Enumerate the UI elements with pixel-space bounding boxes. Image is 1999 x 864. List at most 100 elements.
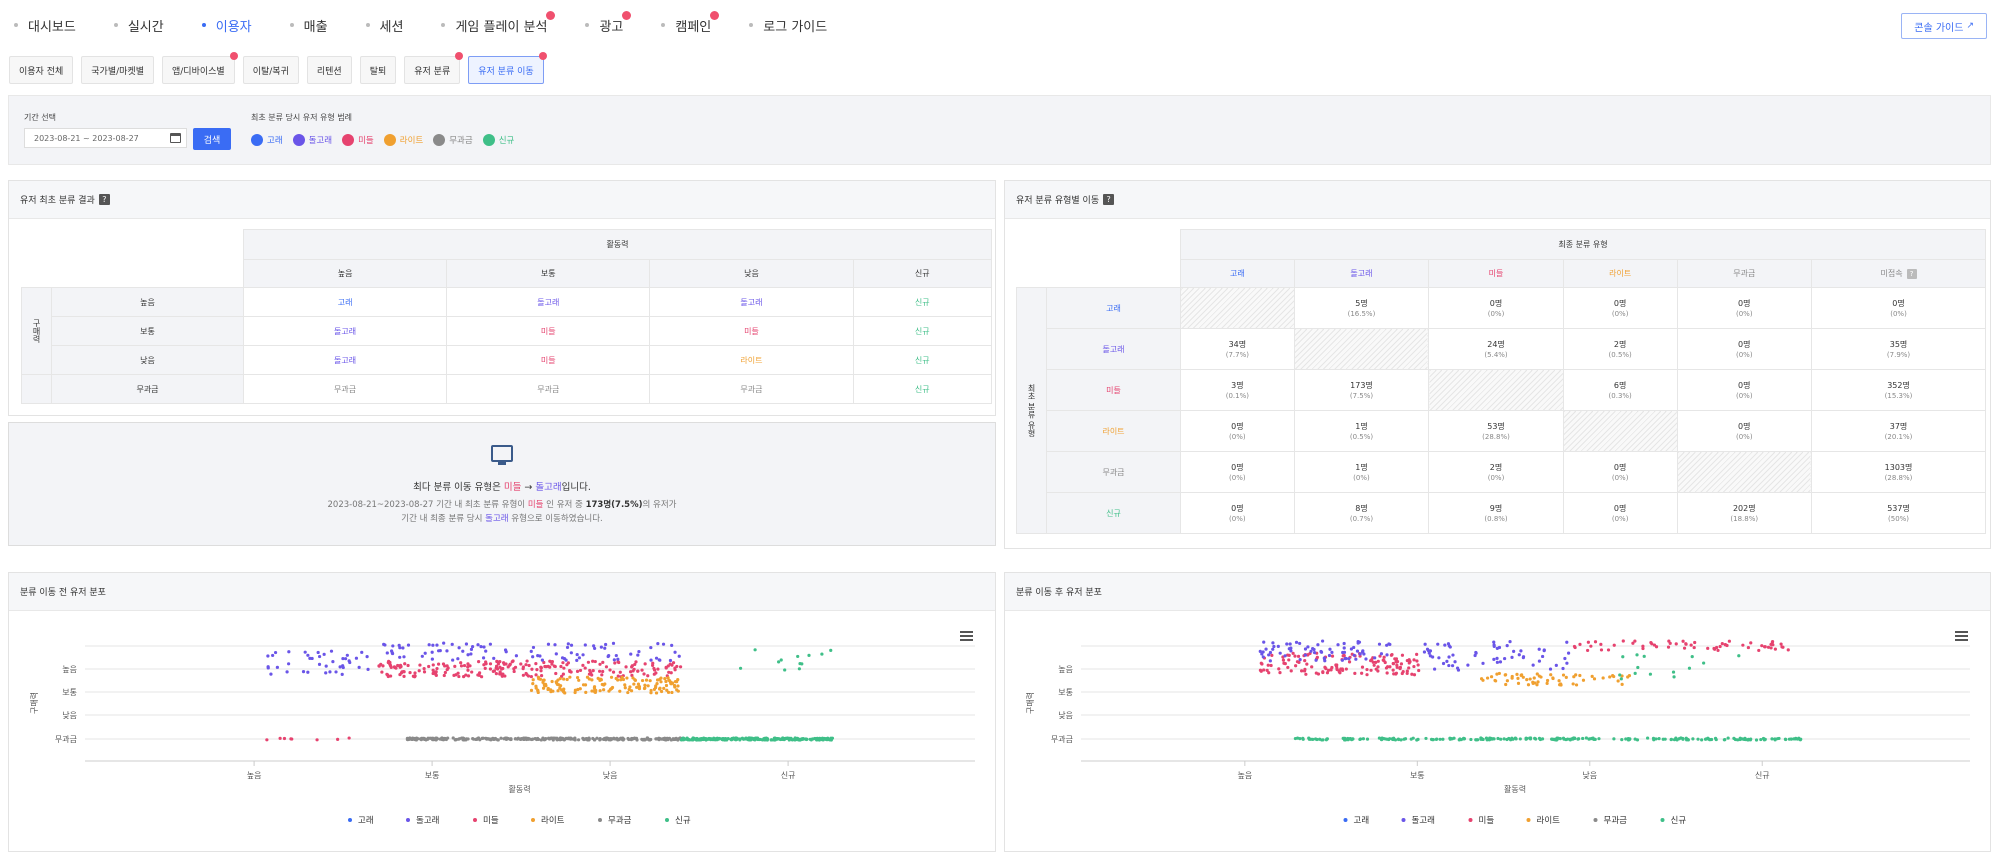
scatter-point bbox=[1262, 668, 1266, 672]
chart-menu-icon[interactable] bbox=[960, 631, 973, 641]
scatter-point bbox=[562, 666, 566, 670]
legend-label[interactable]: 돌고래 bbox=[416, 816, 439, 826]
row-header: 라이트 bbox=[1046, 410, 1181, 452]
legend-label[interactable]: 신규 bbox=[675, 816, 691, 826]
scatter-point bbox=[1561, 736, 1566, 740]
scatter-point bbox=[1353, 671, 1357, 676]
scatter-point bbox=[437, 649, 441, 653]
subtab-withdrawal[interactable]: 탈퇴 bbox=[359, 56, 397, 84]
scatter-point bbox=[434, 736, 439, 740]
scatter-point bbox=[1484, 736, 1489, 740]
scatter-point bbox=[457, 646, 461, 650]
scatter-point bbox=[1724, 643, 1728, 647]
legend-label[interactable]: 고래 bbox=[358, 816, 374, 826]
move-percent: (28.8%) bbox=[1482, 433, 1510, 441]
scatter-point bbox=[1441, 661, 1446, 666]
scatter-point bbox=[393, 665, 397, 670]
legend-marker bbox=[665, 818, 669, 822]
dolphin-dot-icon bbox=[292, 134, 305, 146]
nav-sales[interactable]: 매출 bbox=[289, 16, 328, 35]
class-cell: 무과금 bbox=[242, 374, 448, 404]
scatter-point bbox=[654, 691, 659, 695]
nav-session[interactable]: 세션 bbox=[365, 16, 403, 35]
scatter-point bbox=[661, 642, 666, 646]
chart-menu-icon[interactable] bbox=[1955, 631, 1968, 641]
subtab-user-class-move[interactable]: 유저 분류 이동 bbox=[468, 52, 547, 84]
subtab-country-market[interactable]: 국가별/마켓별 bbox=[81, 56, 154, 84]
nav-users[interactable]: 이용자 bbox=[201, 16, 252, 35]
scatter-point bbox=[1769, 646, 1773, 650]
scatter-point bbox=[568, 675, 572, 679]
move-cell: 1명 (0.5%) bbox=[1293, 410, 1430, 452]
move-cell: 0명 (0%) bbox=[1180, 410, 1295, 452]
summary-main: 최다 분류 이동 유형은 미들 → 돌고래입니다. bbox=[9, 479, 995, 493]
scatter-point bbox=[1365, 673, 1369, 677]
scatter-point bbox=[423, 651, 427, 655]
legend-label[interactable]: 라이트 bbox=[1537, 815, 1561, 826]
subtab-user-class[interactable]: 유저 분류 bbox=[404, 52, 464, 84]
legend-label[interactable]: 무과금 bbox=[608, 816, 632, 826]
console-guide-button[interactable]: 콘솔 가이드 ↗ bbox=[1901, 13, 1987, 39]
scatter-point bbox=[1469, 737, 1473, 742]
scatter-point bbox=[539, 666, 543, 670]
scatter-point bbox=[1289, 649, 1293, 653]
scatter-point bbox=[640, 678, 645, 683]
scatter-point bbox=[1371, 660, 1375, 664]
legend-label[interactable]: 미들 bbox=[1479, 816, 1495, 826]
scatter-point bbox=[1743, 737, 1747, 741]
nav-label: 광고 bbox=[599, 19, 624, 35]
scatter-point bbox=[807, 653, 811, 657]
date-range-input[interactable]: 2023-08-21 ~ 2023-08-27 bbox=[24, 128, 187, 148]
help-icon[interactable]: ? bbox=[1103, 194, 1115, 205]
legend-label: 고래 bbox=[267, 136, 283, 146]
scatter-point bbox=[1502, 737, 1506, 741]
legend-label[interactable]: 고래 bbox=[1354, 816, 1370, 826]
nav-gameplay[interactable]: 게임 플레이 분석 bbox=[441, 10, 556, 35]
scatter-point bbox=[539, 674, 544, 678]
scatter-point bbox=[389, 665, 393, 669]
scatter-point bbox=[1636, 665, 1640, 670]
scatter-point bbox=[784, 736, 788, 741]
scatter-point bbox=[715, 738, 720, 742]
subtab-all-users[interactable]: 이용자 전체 bbox=[9, 56, 74, 84]
scatter-point bbox=[753, 648, 757, 652]
legend-label[interactable]: 무과금 bbox=[1604, 816, 1628, 826]
search-button[interactable]: 검색 bbox=[193, 128, 231, 150]
calendar-icon[interactable] bbox=[170, 133, 181, 143]
legend-marker bbox=[1660, 818, 1665, 822]
nav-ads[interactable]: 광고 bbox=[585, 10, 632, 35]
help-icon[interactable]: ? bbox=[98, 194, 110, 205]
panel-header: 유저 분류 유형별 이동? bbox=[1005, 181, 1990, 219]
nav-log-guide[interactable]: 로그 가이드 bbox=[749, 16, 827, 35]
nav-campaign[interactable]: 캠페인 bbox=[661, 10, 720, 35]
scatter-point bbox=[1505, 679, 1509, 683]
scatter-point bbox=[682, 736, 686, 741]
legend-label[interactable]: 돌고래 bbox=[1412, 816, 1435, 826]
scatter-point bbox=[461, 649, 465, 653]
nav-label: 실시간 bbox=[127, 19, 164, 35]
subtab-churn-return[interactable]: 이탈/복귀 bbox=[242, 56, 299, 84]
scatter-point bbox=[1378, 654, 1382, 658]
scatter-point bbox=[1330, 650, 1334, 654]
scatter-point bbox=[1566, 651, 1571, 655]
scatter-point bbox=[613, 661, 617, 665]
help-icon[interactable]: ? bbox=[1906, 269, 1917, 279]
scatter-point bbox=[1481, 661, 1485, 665]
scatter-point bbox=[586, 660, 591, 664]
scatter-point bbox=[1400, 671, 1404, 676]
scatter-point bbox=[616, 738, 621, 742]
filter-panel: 기간 선택 2023-08-21 ~ 2023-08-27 검색 최초 분류 당… bbox=[8, 95, 1991, 165]
legend-label[interactable]: 라이트 bbox=[541, 815, 565, 826]
legend-label[interactable]: 미들 bbox=[483, 816, 499, 826]
scatter-point bbox=[797, 667, 801, 671]
nav-realtime[interactable]: 실시간 bbox=[113, 16, 164, 35]
scatter-point bbox=[442, 673, 446, 678]
subtab-retention[interactable]: 리텐션 bbox=[306, 56, 352, 84]
nav-dashboard[interactable]: 대시보드 bbox=[14, 16, 76, 35]
scatter-point bbox=[590, 689, 594, 693]
scatter-point bbox=[391, 644, 395, 648]
scatter-point bbox=[529, 649, 533, 653]
new-badge-icon bbox=[546, 10, 556, 20]
legend-label[interactable]: 신규 bbox=[1671, 816, 1687, 826]
subtab-app-device[interactable]: 앱/디바이스별 bbox=[161, 52, 238, 84]
